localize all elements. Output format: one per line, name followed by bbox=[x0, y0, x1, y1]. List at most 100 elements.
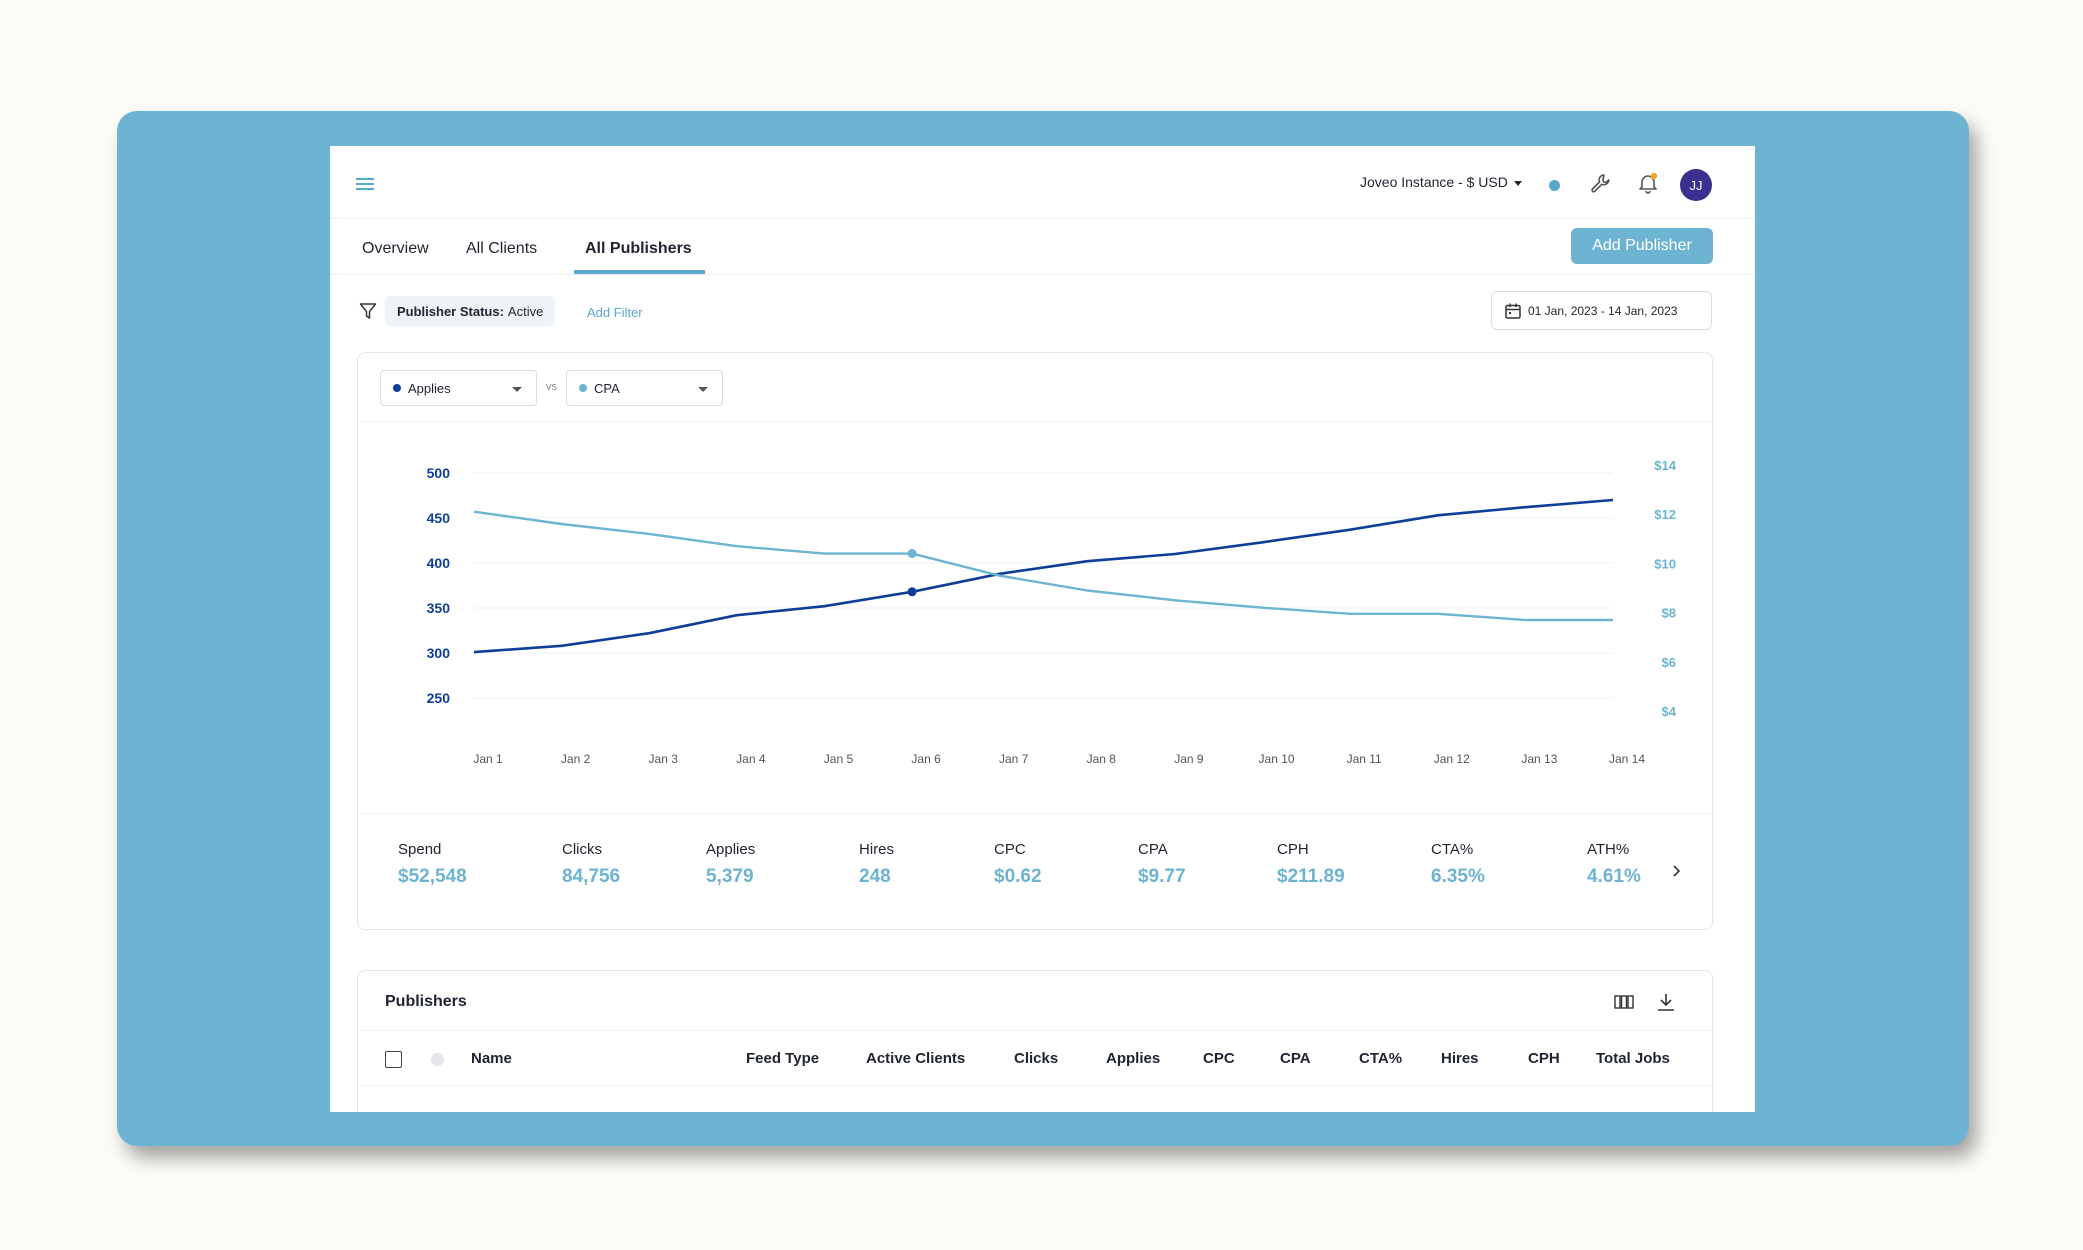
metric-value: $211.89 bbox=[1277, 866, 1345, 887]
instance-label: Joveo Instance - $ USD bbox=[1360, 174, 1508, 190]
publishers-table-card: Publishers Name Feed Type Active Clients Cl… bbox=[357, 970, 1713, 1112]
y-right-tick-label: $4 bbox=[1662, 704, 1677, 719]
right-metric-selector[interactable]: CPA bbox=[566, 370, 723, 406]
vs-label: vs bbox=[546, 381, 557, 393]
metric-value: 4.61% bbox=[1587, 866, 1641, 887]
x-tick-label: Jan 12 bbox=[1434, 752, 1470, 766]
metric-hires: Hires 248 bbox=[859, 841, 894, 888]
column-header-feed-type[interactable]: Feed Type bbox=[746, 1050, 820, 1067]
x-tick-label: Jan 8 bbox=[1087, 752, 1117, 766]
avatar[interactable]: JJ bbox=[1680, 169, 1712, 201]
divider bbox=[358, 813, 1712, 814]
status-indicator bbox=[431, 1053, 444, 1066]
status-dot bbox=[1549, 180, 1560, 191]
chevron-right-icon[interactable] bbox=[1669, 861, 1685, 881]
x-tick-label: Jan 5 bbox=[824, 752, 854, 766]
divider bbox=[358, 421, 1712, 422]
publisher-status-filter-chip[interactable]: Publisher Status: Active bbox=[385, 296, 556, 326]
column-header-cpa[interactable]: CPA bbox=[1280, 1050, 1311, 1067]
filter-chip-key: Publisher Status: bbox=[397, 303, 504, 319]
filter-chip-value: Active bbox=[507, 303, 544, 319]
column-header-active-clients[interactable]: Active Clients bbox=[866, 1050, 966, 1067]
series-dot bbox=[579, 384, 587, 392]
column-header-cpc[interactable]: CPC bbox=[1203, 1050, 1235, 1067]
column-header-name[interactable]: Name bbox=[471, 1050, 512, 1067]
x-tick-label: Jan 13 bbox=[1521, 752, 1557, 766]
left-metric-label: Applies bbox=[408, 380, 451, 396]
metric-label: Spend bbox=[398, 841, 442, 858]
metric-value: 5,379 bbox=[706, 866, 754, 887]
y-left-tick-label: 300 bbox=[427, 645, 451, 661]
add-publisher-button[interactable]: Add Publisher bbox=[1571, 228, 1713, 264]
metric-value: 84,756 bbox=[562, 866, 621, 887]
metric-ath-: ATH% 4.61% bbox=[1587, 841, 1641, 888]
metric-applies: Applies 5,379 bbox=[706, 841, 755, 888]
hamburger-menu-icon[interactable] bbox=[356, 178, 374, 190]
tab-all-clients[interactable]: All Clients bbox=[466, 240, 538, 257]
metric-value: $0.62 bbox=[994, 866, 1042, 887]
metric-cpa: CPA $9.77 bbox=[1138, 841, 1186, 888]
column-header-applies[interactable]: Applies bbox=[1106, 1050, 1161, 1067]
column-header-cta[interactable]: CTA% bbox=[1359, 1050, 1403, 1067]
y-left-tick-label: 400 bbox=[427, 555, 451, 571]
tab-overview[interactable]: Overview bbox=[362, 240, 429, 257]
chart-card: Applies vs CPA 250 300 350 400 450 500 $4 $6 $8 $… bbox=[357, 352, 1713, 930]
bell-icon[interactable] bbox=[1635, 170, 1661, 196]
download-icon[interactable] bbox=[1655, 991, 1677, 1013]
metric-label: ATH% bbox=[1587, 841, 1630, 858]
chevron-down-icon bbox=[698, 387, 708, 392]
y-right-tick-label: $8 bbox=[1662, 606, 1676, 621]
x-tick-label: Jan 10 bbox=[1259, 752, 1295, 766]
x-tick-label: Jan 1 bbox=[473, 752, 503, 766]
column-header-hires[interactable]: Hires bbox=[1441, 1050, 1479, 1067]
y-right-tick-label: $10 bbox=[1654, 556, 1676, 571]
y-left-tick-label: 450 bbox=[427, 510, 451, 526]
table-header: Name Feed Type Active Clients Clicks Applies… bbox=[358, 1030, 1712, 1086]
metric-cta-: CTA% 6.35% bbox=[1431, 841, 1485, 888]
metric-cpc: CPC $0.62 bbox=[994, 841, 1042, 888]
active-tab-indicator bbox=[574, 270, 705, 274]
tab-all-publishers[interactable]: All Publishers bbox=[585, 240, 692, 257]
y-right-tick-label: $6 bbox=[1662, 655, 1676, 670]
metric-label: Hires bbox=[859, 841, 895, 858]
table-title: Publishers bbox=[385, 993, 467, 1010]
line-chart: 250 300 350 400 450 500 $4 $6 $8 $10 $12 $14 Jan 1 Ja… bbox=[427, 458, 1677, 766]
filter-icon[interactable] bbox=[359, 302, 377, 320]
x-tick-label: Jan 6 bbox=[911, 752, 941, 766]
metric-value: 6.35% bbox=[1431, 866, 1485, 887]
add-filter-link[interactable]: Add Filter bbox=[587, 305, 643, 320]
columns-icon[interactable] bbox=[1613, 991, 1635, 1013]
series-dot bbox=[393, 384, 401, 392]
left-metric-selector[interactable]: Applies bbox=[380, 370, 537, 406]
y-left-tick-label: 250 bbox=[427, 690, 451, 706]
wrench-icon[interactable] bbox=[1588, 170, 1614, 196]
x-tick-label: Jan 11 bbox=[1347, 752, 1382, 766]
series-line-cpa bbox=[473, 510, 1613, 622]
metric-value: $52,548 bbox=[398, 866, 467, 887]
y-right-tick-label: $12 bbox=[1654, 507, 1676, 522]
right-metric-label: CPA bbox=[594, 380, 620, 396]
data-point-cpa bbox=[907, 549, 917, 559]
instance-selector[interactable]: Joveo Instance - $ USD bbox=[1360, 174, 1522, 190]
metric-label: CTA% bbox=[1431, 841, 1474, 858]
column-header-total-jobs[interactable]: Total Jobs bbox=[1596, 1050, 1670, 1067]
metric-label: CPC bbox=[994, 841, 1026, 858]
series-line-applies bbox=[473, 498, 1614, 654]
date-range-text: 01 Jan, 2023 - 14 Jan, 2023 bbox=[1528, 303, 1678, 318]
tab-bar: Overview All Clients All Publishers bbox=[330, 219, 1755, 275]
metric-clicks: Clicks 84,756 bbox=[562, 841, 620, 888]
x-tick-label: Jan 7 bbox=[999, 752, 1029, 766]
x-tick-label: Jan 4 bbox=[736, 752, 766, 766]
column-header-cph[interactable]: CPH bbox=[1528, 1050, 1560, 1067]
calendar-icon bbox=[1505, 303, 1521, 319]
column-header-clicks[interactable]: Clicks bbox=[1014, 1050, 1059, 1067]
date-range-picker[interactable]: 01 Jan, 2023 - 14 Jan, 2023 bbox=[1491, 291, 1712, 330]
metric-value: $9.77 bbox=[1138, 866, 1186, 887]
metric-spend: Spend $52,548 bbox=[398, 841, 467, 888]
metric-label: CPH bbox=[1277, 841, 1309, 858]
select-all-checkbox[interactable] bbox=[385, 1051, 402, 1068]
chevron-down-icon bbox=[1513, 180, 1522, 186]
app-window: Joveo Instance - $ USD JJ Overview All C… bbox=[330, 146, 1755, 1112]
y-left-tick-label: 500 bbox=[427, 465, 451, 481]
y-left-tick-label: 350 bbox=[427, 600, 451, 616]
